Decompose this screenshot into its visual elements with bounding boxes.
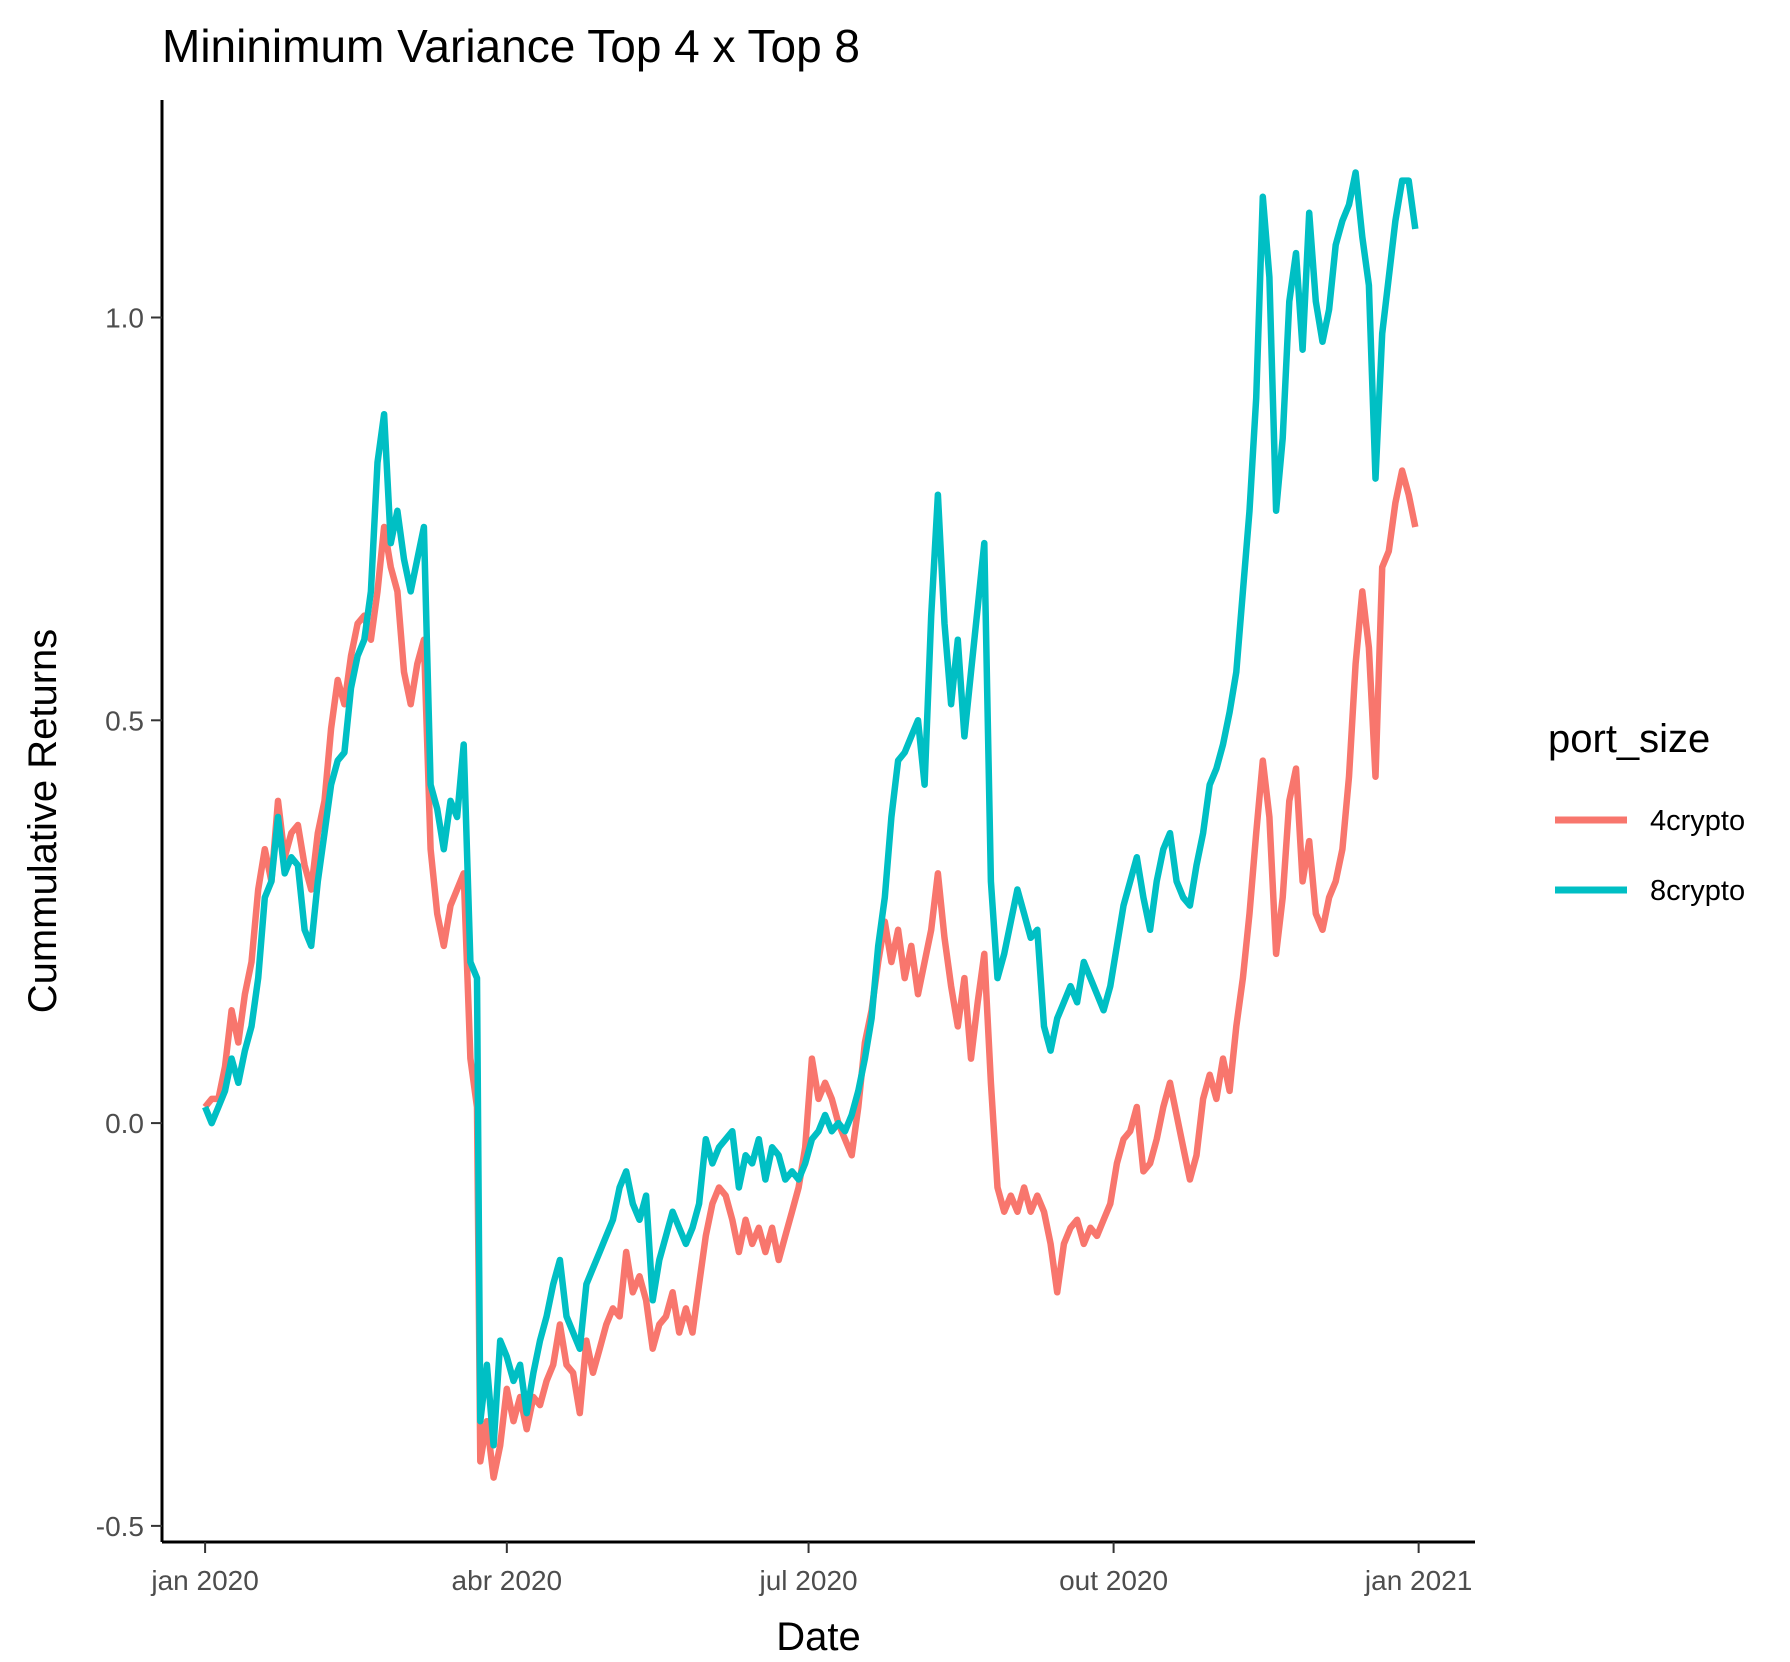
legend: port_size 4crypto 8crypto [1548, 717, 1745, 907]
x-tick-label: jul 2020 [759, 1565, 858, 1596]
x-axis-ticks: jan 2020 abr 2020 jul 2020 out 2020 jan 2021 [150, 1542, 1472, 1596]
series-line-8crypto [202, 169, 1419, 1449]
series-layer [202, 169, 1419, 1481]
y-tick-label: 1.0 [105, 303, 144, 334]
y-tick-label: 0.5 [105, 705, 144, 736]
x-tick-label: abr 2020 [452, 1565, 563, 1596]
x-tick-label: out 2020 [1059, 1565, 1168, 1596]
y-axis-title: Cummulative Returns [21, 629, 65, 1014]
x-tick-label: jan 2020 [150, 1565, 258, 1596]
legend-label-8crypto: 8crypto [1650, 875, 1745, 907]
legend-label-4crypto: 4crypto [1650, 805, 1745, 837]
legend-title: port_size [1548, 717, 1710, 761]
chart-title: Mininimum Variance Top 4 x Top 8 [162, 20, 860, 72]
series-line-4crypto [202, 467, 1419, 1481]
x-axis-title: Date [776, 1615, 861, 1659]
y-axis-ticks: -0.5 0.0 0.5 1.0 [96, 303, 162, 1542]
y-tick-label: -0.5 [96, 1511, 144, 1542]
y-tick-label: 0.0 [105, 1108, 144, 1139]
x-tick-label: jan 2021 [1364, 1565, 1472, 1596]
